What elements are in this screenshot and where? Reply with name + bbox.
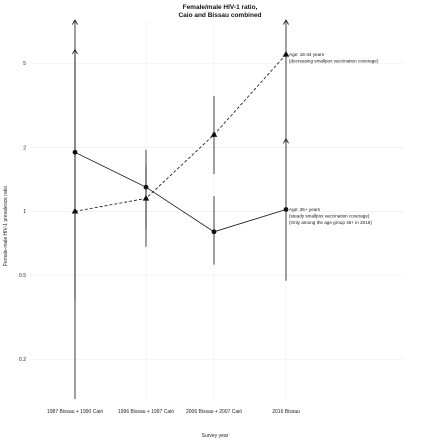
chart-title-line-1: Female/male HIV-1 ratio, <box>183 4 258 11</box>
point-old <box>143 184 149 190</box>
y-tick-label: 0.2 <box>19 357 26 363</box>
y-tick-label: 1 <box>23 209 26 215</box>
y-ticks: 0.2 0.5 1 2 5 <box>19 61 26 363</box>
y-tick-label: 5 <box>23 61 26 67</box>
error-bar-arrow-old <box>283 137 289 144</box>
error-bar-arrow-young <box>283 19 289 25</box>
annotation-old-line: (steady smallpox vaccination coverage) <box>289 214 370 219</box>
annotations: Age: 15-34 years (decreasing smallpox vac… <box>289 52 379 225</box>
point-old <box>283 207 289 212</box>
annotation-young-line: Age: 15-34 years <box>289 52 325 57</box>
y-tick-label: 2 <box>23 145 26 151</box>
x-tick-label: 2006 Bissau + 2007 Caió <box>186 409 242 415</box>
series-layer <box>71 19 290 399</box>
error-bar-arrow-old <box>72 19 78 25</box>
annotation-young-line: (decreasing smallpox vaccination coverag… <box>289 59 379 64</box>
x-tick-label: 2016 Bissau <box>272 409 300 415</box>
annotation-old-line: (Only among the age group 45+ in 2016) <box>289 220 372 225</box>
point-young <box>282 50 290 57</box>
point-young <box>210 131 218 137</box>
x-tick-label: 1996 Bissau + 1997 Caió <box>118 409 174 415</box>
x-ticks: 1987 Bissau + 1990 Caió 1996 Bissau + 199… <box>47 409 300 415</box>
y-tick-label: 0.5 <box>19 273 26 279</box>
point-old <box>72 149 78 155</box>
point-old <box>211 229 217 235</box>
x-axis-label: Survey year <box>202 433 229 439</box>
series-line-young <box>74 54 287 212</box>
y-axis-label: Female-male HIV-1 prevalence ratio <box>3 186 9 266</box>
annotation-old-line: Age: 35+ years <box>289 207 321 212</box>
series-line-old <box>74 151 287 233</box>
x-tick-label: 1987 Bissau + 1990 Caió <box>47 409 103 415</box>
chart-title-line-2: Caio and Bissau combined <box>178 12 261 19</box>
